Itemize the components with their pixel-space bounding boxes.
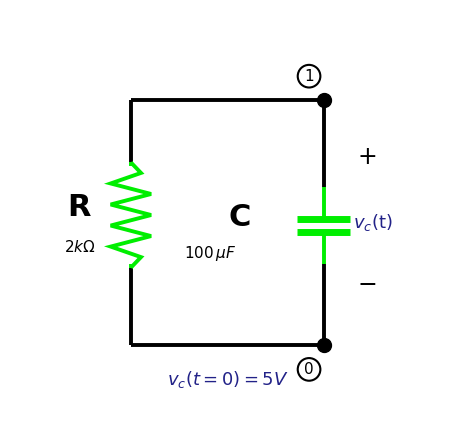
Text: R: R	[68, 193, 91, 222]
Text: $2k\Omega$: $2k\Omega$	[64, 239, 95, 255]
Text: $v_c(t=0) = 5V$: $v_c(t=0) = 5V$	[167, 369, 289, 390]
Text: 0: 0	[304, 362, 314, 377]
Text: +: +	[358, 145, 378, 169]
Text: −: −	[358, 273, 378, 297]
Text: C: C	[228, 203, 250, 232]
Text: 1: 1	[304, 69, 314, 84]
Text: $v_c\mathrm{(t)}$: $v_c\mathrm{(t)}$	[353, 212, 393, 233]
Text: $100\,\mu F$: $100\,\mu F$	[184, 244, 236, 263]
